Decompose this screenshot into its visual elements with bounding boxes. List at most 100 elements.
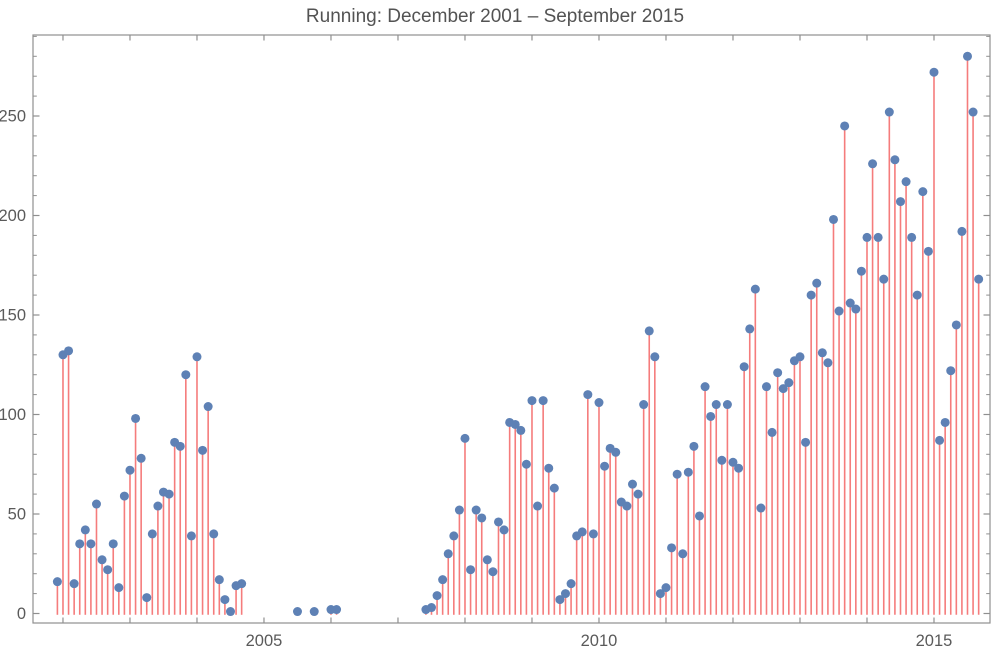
data-point [153,501,163,511]
data-point [454,505,464,515]
data-point [946,366,956,376]
data-point [828,214,838,224]
data-point [566,579,576,589]
data-point [97,555,107,565]
data-point [734,463,744,473]
data-point [114,583,124,593]
data-point [929,67,939,77]
data-point [175,441,185,451]
data-point [438,575,448,585]
x-axis-label: 2010 [581,632,618,650]
y-axis-label: 200 [0,207,26,225]
data-point [80,525,90,535]
data-point [142,593,152,603]
data-point [209,529,219,539]
x-axis-label: 2015 [916,632,953,650]
data-point [957,226,967,236]
data-point [706,411,716,421]
data-point [460,433,470,443]
data-point [801,437,811,447]
data-point [711,400,721,410]
y-axis-label: 50 [8,506,26,524]
data-point [884,107,894,117]
data-point [471,505,481,515]
data-point [292,607,302,617]
data-point [516,425,526,435]
data-point [823,358,833,368]
data-point [845,298,855,308]
data-point [91,499,101,509]
data-point [940,417,950,427]
data-point [817,348,827,358]
data-point [125,465,135,475]
data-point [131,413,141,423]
data-point [650,352,660,362]
data-point [588,529,598,539]
data-point [974,274,984,284]
data-point [533,501,543,511]
data-point [639,400,649,410]
data-point [482,555,492,565]
data-point [594,398,604,408]
data-point [75,539,85,549]
plot-frame [32,34,991,624]
data-point [86,539,96,549]
data-point [192,352,202,362]
data-point [728,457,738,467]
data-point [739,362,749,372]
data-point [181,370,191,380]
data-point [962,51,972,61]
data-point [689,441,699,451]
data-point [806,290,816,300]
data-point [477,513,487,523]
data-point [694,511,704,521]
data-point [868,159,878,169]
data-point [499,525,509,535]
data-point [795,352,805,362]
data-point [678,549,688,559]
data-point [951,320,961,330]
data-point [147,529,157,539]
data-point [237,579,247,589]
data-point [627,479,637,489]
data-point [907,232,917,242]
data-point [773,368,783,378]
data-point [633,489,643,499]
data-point [840,121,850,131]
data-point [103,565,113,575]
data-point [611,447,621,457]
data-point [862,232,872,242]
data-point [186,531,196,541]
data-point [923,246,933,256]
data-point [912,290,922,300]
data-point [203,402,213,412]
data-point [549,483,559,493]
data-point [560,589,570,599]
data-point [544,463,554,473]
data-point [935,435,945,445]
data-point [119,491,129,501]
data-point [655,589,665,599]
data-point [812,278,822,288]
data-point [761,382,771,392]
data-point [968,107,978,117]
chart-title: Running: December 2001 – September 2015 [306,6,684,27]
data-point [722,400,732,410]
data-point [198,445,208,455]
data-point [750,284,760,294]
data-point [918,187,928,197]
data-point [466,565,476,575]
y-axis-label: 150 [0,307,26,325]
data-point [667,543,677,553]
data-point [136,453,146,463]
data-point [577,527,587,537]
data-point [69,579,79,589]
y-axis-label: 100 [0,406,26,424]
data-point [432,591,442,601]
data-point [538,396,548,406]
data-point [449,531,459,541]
data-point [683,467,693,477]
data-point [443,549,453,559]
data-point [756,503,766,513]
